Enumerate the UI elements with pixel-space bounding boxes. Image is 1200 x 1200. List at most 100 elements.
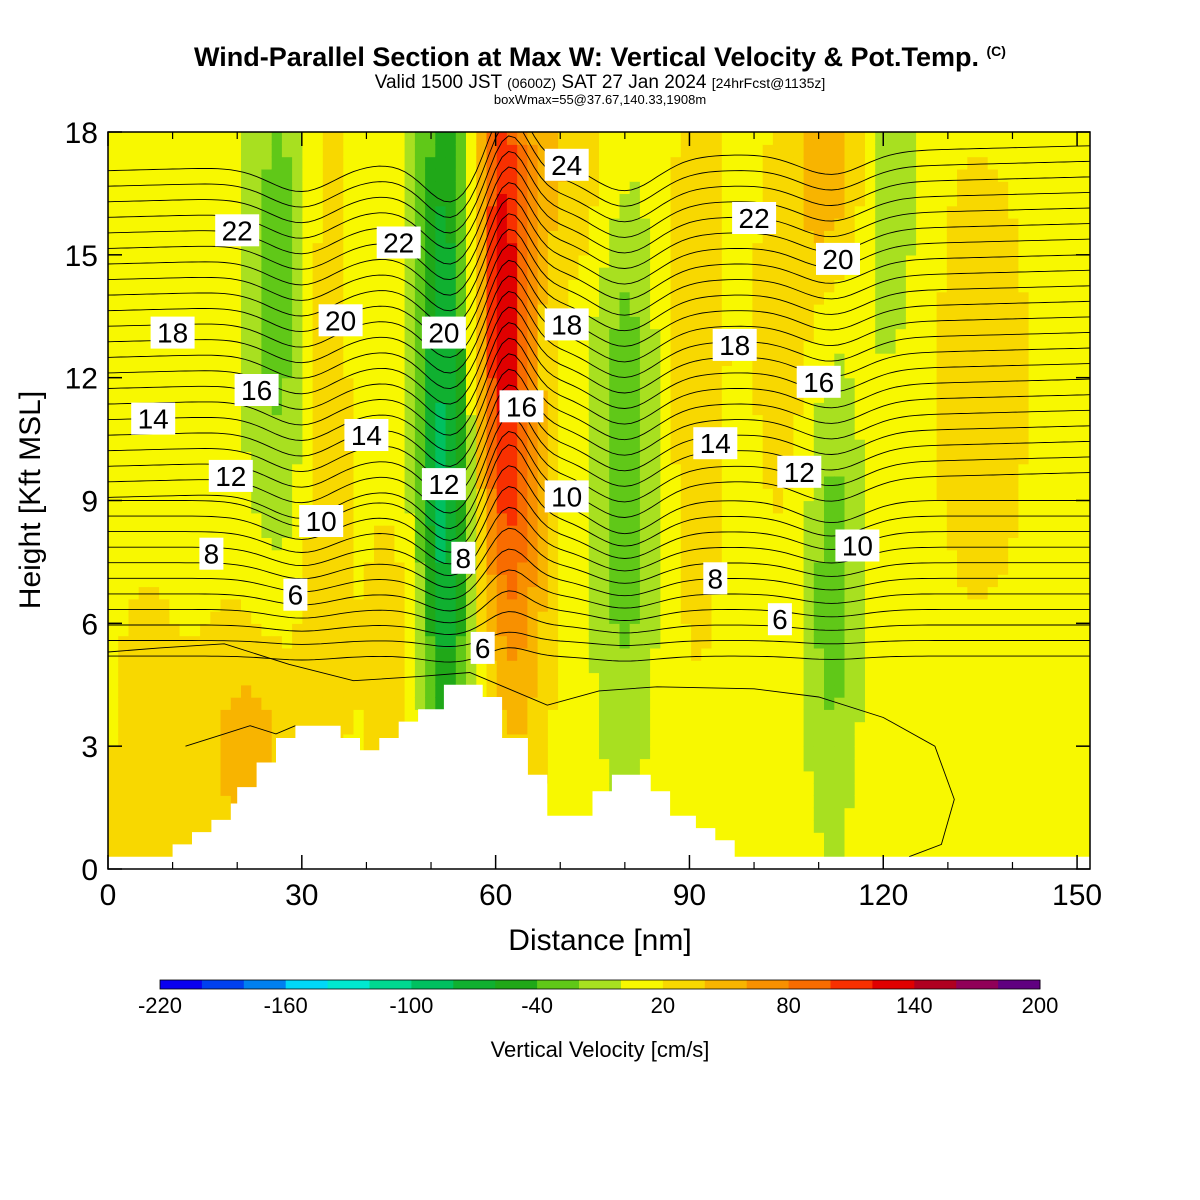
velocity-cell [609,586,620,600]
velocity-cell [701,402,713,416]
velocity-cell [803,291,815,305]
velocity-cell [916,193,927,207]
velocity-cell [732,291,743,305]
velocity-cell [108,844,119,858]
velocity-cell [701,746,713,760]
velocity-cell [517,291,528,305]
velocity-cell [629,537,641,551]
velocity-cell [936,390,948,403]
velocity-cell [312,537,324,551]
velocity-cell [824,660,835,674]
velocity-cell [936,451,948,465]
velocity-cell [435,168,447,182]
velocity-cell [261,463,273,477]
velocity-cell [435,144,447,158]
velocity-cell [650,132,661,145]
velocity-cell [742,770,753,784]
velocity-cell [599,647,610,661]
velocity-cell [333,279,344,293]
velocity-cell [875,353,886,366]
velocity-cell [118,611,129,624]
velocity-cell [926,537,938,551]
velocity-cell [721,758,733,772]
velocity-cell [281,549,293,563]
velocity-cell [506,377,518,391]
velocity-cell [445,672,457,686]
velocity-cell [885,475,897,489]
velocity-cell [333,218,344,231]
velocity-cell [363,193,375,207]
velocity-cell [824,475,835,489]
velocity-cell [527,623,539,637]
velocity-cell [517,623,528,637]
velocity-cell [813,697,825,710]
velocity-cell [220,598,232,612]
velocity-cell [875,697,886,710]
velocity-cell [629,414,641,428]
velocity-cell [261,144,273,158]
velocity-cell [517,316,528,330]
velocity-cell [363,132,375,145]
velocity-cell [721,598,733,612]
velocity-cell [742,635,753,649]
velocity-cell [701,205,713,219]
velocity-cell [455,611,467,624]
velocity-cell [772,488,784,502]
velocity-cell [885,770,897,784]
velocity-cell [281,463,293,477]
velocity-cell [271,525,283,538]
velocity-cell [312,254,324,268]
velocity-cell [312,684,324,698]
velocity-cell [834,672,846,686]
velocity-cell [251,525,262,538]
velocity-cell [169,475,181,489]
velocity-cell [609,721,620,735]
velocity-cell [241,647,252,661]
velocity-cell [824,512,835,526]
velocity-cell [547,463,559,477]
velocity-cell [895,672,907,686]
velocity-cell [302,561,314,575]
velocity-cell [384,709,395,723]
velocity-cell [148,832,160,845]
velocity-cell [680,807,692,821]
velocity-cell [650,721,661,735]
velocity-cell [957,770,968,784]
velocity-cell [517,230,528,244]
velocity-cell [527,168,539,182]
velocity-cell [148,254,160,268]
velocity-cell [506,463,518,477]
velocity-cell [599,426,610,440]
velocity-cell [701,733,713,747]
velocity-cell [936,254,948,268]
velocity-cell [312,598,324,612]
velocity-cell [905,709,917,723]
velocity-cell [210,611,222,624]
velocity-cell [210,635,222,649]
velocity-cell [650,660,661,674]
velocity-cell [148,672,160,686]
velocity-cell [414,304,426,317]
velocity-cell [384,181,395,194]
velocity-cell [169,144,181,158]
velocity-cell [905,758,917,772]
velocity-cell [834,512,846,526]
velocity-cell [619,365,631,379]
velocity-cell [803,132,815,145]
velocity-cell [200,647,211,661]
velocity-cell [895,807,907,821]
velocity-cell [946,463,958,477]
velocity-cell [148,795,160,809]
velocity-cell [711,660,723,674]
velocity-cell [292,697,303,710]
velocity-cell [905,746,917,760]
velocity-cell [210,414,222,428]
velocity-cell [875,439,886,452]
velocity-cell [742,746,753,760]
velocity-cell [670,733,682,747]
velocity-cell [762,156,774,170]
velocity-cell [414,537,426,551]
velocity-cell [394,291,406,305]
velocity-cell [506,549,518,563]
velocity-cell [527,181,539,194]
